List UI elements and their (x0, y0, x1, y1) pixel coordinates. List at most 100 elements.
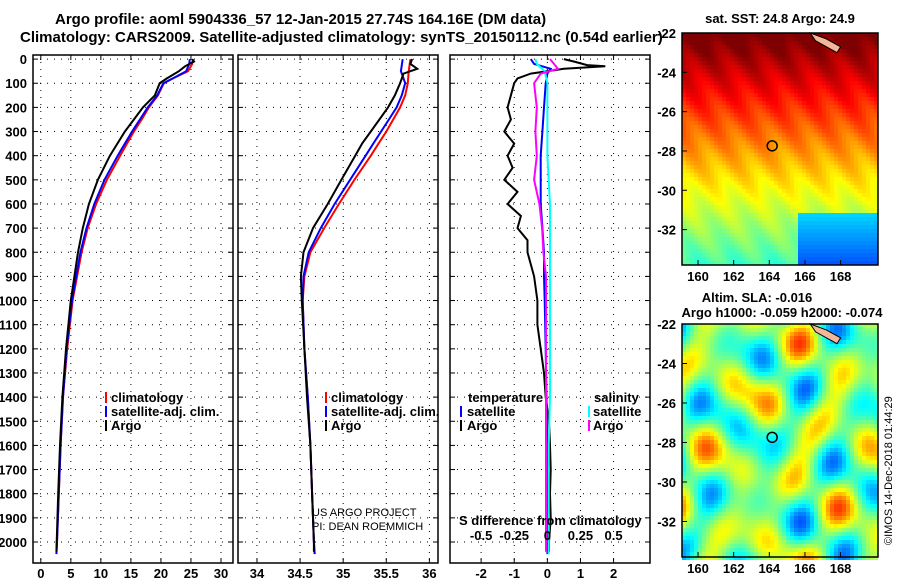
map-cell (858, 177, 862, 181)
map-cell (750, 544, 754, 548)
map-cell (786, 61, 790, 65)
map-cell (698, 368, 702, 372)
map-cell (762, 257, 766, 261)
map-cell (786, 412, 790, 416)
map-cell (754, 332, 758, 336)
map-cell (734, 532, 738, 536)
map-cell (790, 33, 794, 37)
map-cell (690, 340, 694, 344)
map-cell (730, 77, 734, 81)
map-cell (686, 468, 690, 472)
map-cell (794, 165, 798, 169)
map-cell (758, 217, 762, 221)
legend-title-temperature: temperature (468, 390, 543, 405)
map-cell (726, 524, 730, 528)
map-cell (766, 185, 770, 189)
x-tick-label: 36 (422, 566, 436, 580)
map-cell (742, 460, 746, 464)
map-cell (754, 69, 758, 73)
map-cell (782, 488, 786, 492)
map-cell (738, 364, 742, 368)
map-cell (762, 504, 766, 508)
map-cell (710, 149, 714, 153)
map-cell (770, 556, 774, 560)
map-cell (710, 436, 714, 440)
map-cell (758, 388, 762, 392)
map-cell (790, 221, 794, 225)
map-cell (790, 476, 794, 480)
map-cell (814, 257, 818, 261)
map-cell (694, 97, 698, 101)
map-cell (738, 233, 742, 237)
map-cell (694, 364, 698, 368)
map-cell (794, 436, 798, 440)
map-cell (754, 153, 758, 157)
map-cell (822, 177, 826, 181)
map-cell (758, 241, 762, 245)
map-cell (834, 37, 838, 41)
map-cell (746, 205, 750, 209)
map-cell (734, 420, 738, 424)
map-cell (682, 360, 686, 364)
map-cell (818, 57, 822, 61)
map-cell (854, 85, 858, 89)
map-cell (806, 109, 810, 113)
map-cell (778, 556, 782, 560)
map-cell (826, 193, 830, 197)
map-cell (766, 253, 770, 257)
map-cell (686, 65, 690, 69)
map-cell (698, 532, 702, 536)
map-cell (794, 460, 798, 464)
map-cell (730, 65, 734, 69)
map-cell (758, 344, 762, 348)
map-cell (770, 340, 774, 344)
map-cell (710, 460, 714, 464)
map-cell (702, 185, 706, 189)
map-cell (734, 436, 738, 440)
map-cell (790, 197, 794, 201)
map-cell (870, 241, 874, 245)
map-cell (810, 113, 814, 117)
map-cell (686, 257, 690, 261)
map-cell (778, 524, 782, 528)
map-cell (750, 388, 754, 392)
map-cell (714, 249, 718, 253)
map-cell (734, 153, 738, 157)
map-cell (818, 173, 822, 177)
y-tick-label: 700 (5, 221, 27, 236)
map-cell (866, 257, 870, 261)
map-cell (726, 540, 730, 544)
map-cell (734, 432, 738, 436)
map-cell (810, 53, 814, 57)
map-cell (702, 201, 706, 205)
map-cell (798, 528, 802, 532)
map-cell (682, 165, 686, 169)
map-cell (722, 512, 726, 516)
map-cell (834, 225, 838, 229)
map-cell (758, 468, 762, 472)
map-cell (802, 400, 806, 404)
map-cell (786, 221, 790, 225)
map-cell (782, 476, 786, 480)
map-cell (690, 105, 694, 109)
map-cell (794, 41, 798, 45)
map-cell (682, 37, 686, 41)
map-cell (754, 189, 758, 193)
map-cell (782, 105, 786, 109)
map-cell (710, 69, 714, 73)
map-cell (858, 169, 862, 173)
map-cell (766, 456, 770, 460)
map-cell (690, 101, 694, 105)
map-cell (766, 157, 770, 161)
map-cell (758, 464, 762, 468)
map-cell (782, 452, 786, 456)
map-cell (734, 189, 738, 193)
map-cell (738, 241, 742, 245)
map-cell (710, 177, 714, 181)
map-cell (766, 428, 770, 432)
map-cell (782, 153, 786, 157)
map-cell (862, 113, 866, 117)
map-cell (758, 261, 762, 265)
map-cell (826, 145, 830, 149)
map-cell (718, 480, 722, 484)
